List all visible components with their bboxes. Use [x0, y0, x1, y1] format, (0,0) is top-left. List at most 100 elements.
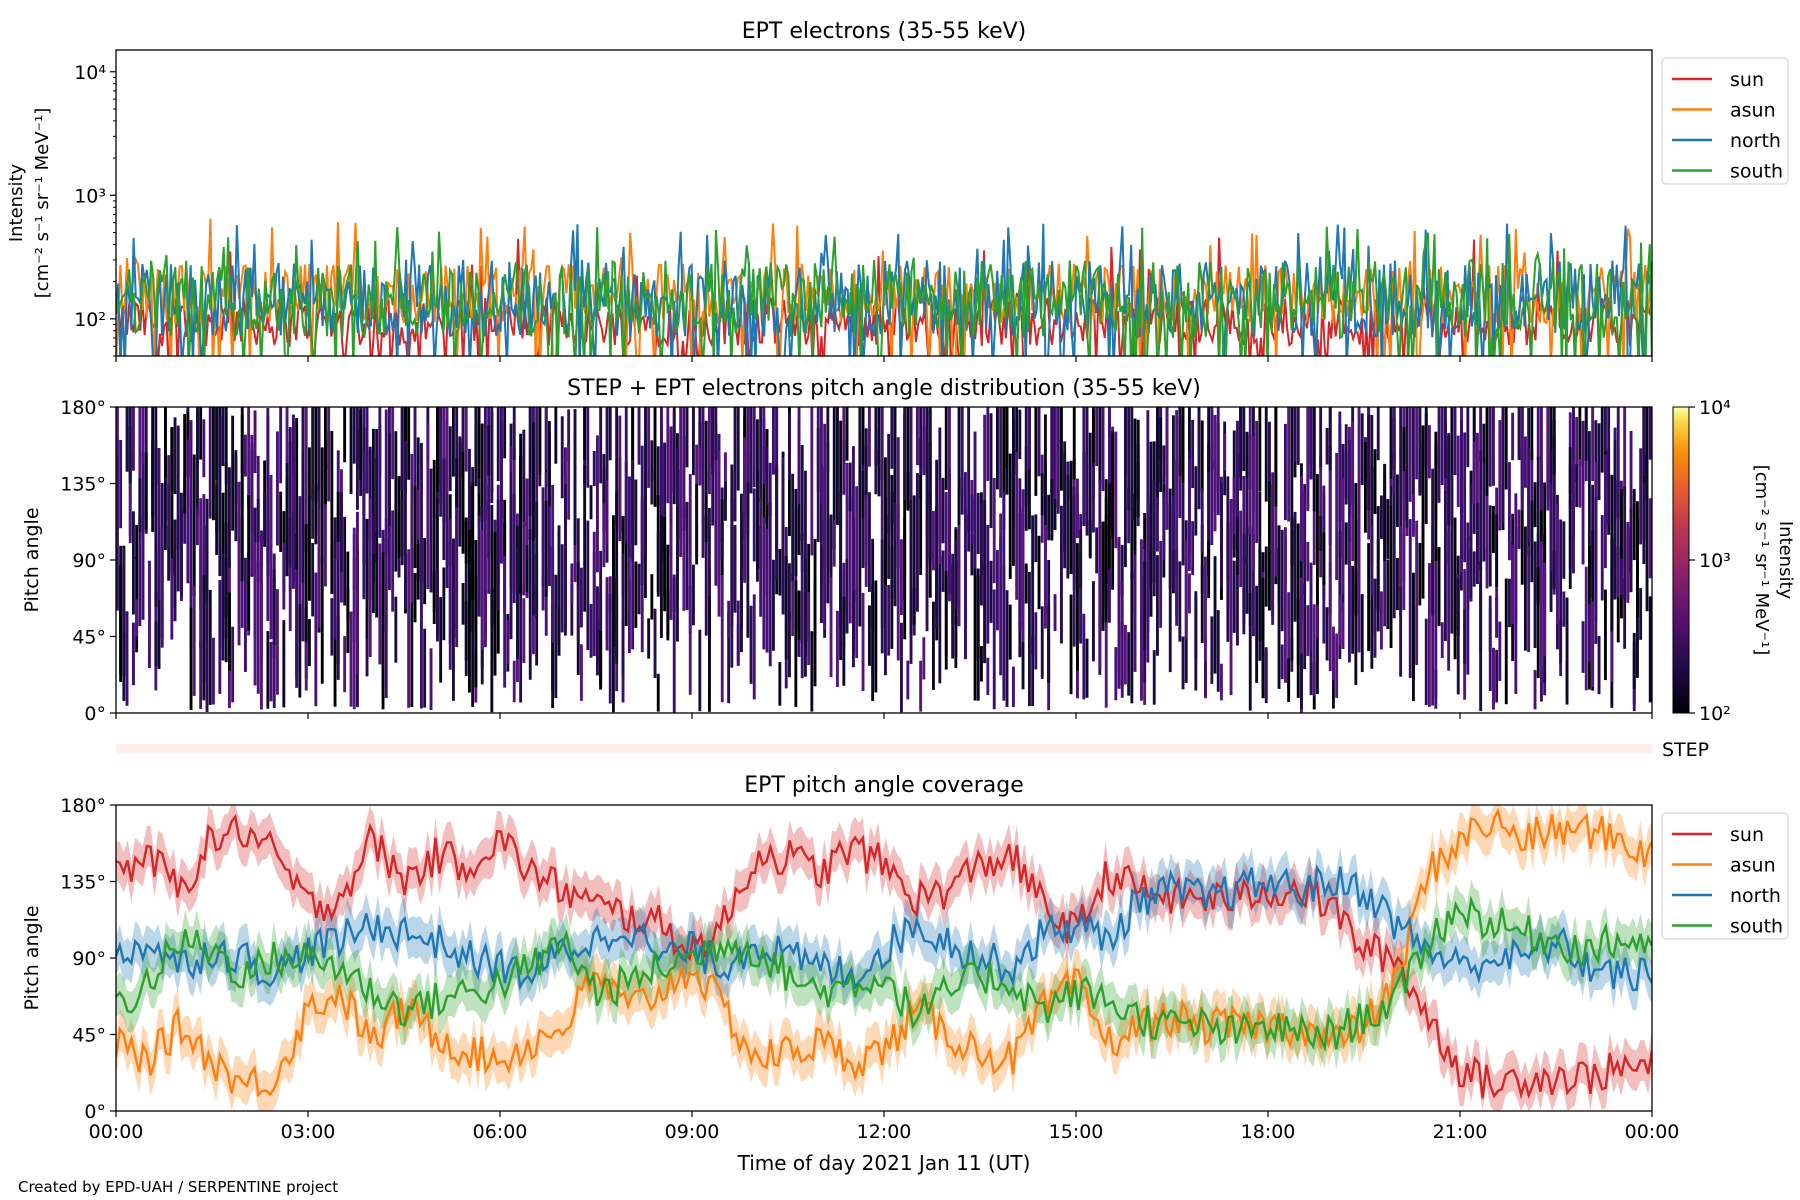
pad-cell: [119, 440, 123, 529]
pad-cell: [1216, 610, 1220, 692]
pad-cell: [583, 465, 587, 612]
pad-cell: [420, 553, 423, 709]
pad-cell: [202, 419, 206, 478]
pad-cell: [1392, 453, 1396, 619]
pad-cell: [1540, 407, 1543, 510]
intensity-series: [116, 218, 1652, 356]
coverage-line-north: [116, 864, 1652, 992]
pad-cell: [765, 429, 769, 594]
pad-cell: [1447, 530, 1451, 671]
pad-cell: [202, 494, 206, 592]
coverage-line-asun: [116, 807, 1652, 1098]
pad-colorbar: [1672, 406, 1690, 714]
coverage-xtick-label-0: 00:00: [89, 1121, 144, 1143]
pad-cell: [1133, 555, 1137, 672]
pad-cell: [650, 574, 654, 620]
pad-cell: [759, 407, 763, 503]
pad-cell: [1181, 407, 1185, 483]
pad-cell: [733, 525, 737, 613]
pad-cell: [1495, 649, 1499, 703]
pad-cell: [400, 496, 404, 566]
coverage-legend: sun asun north south: [1661, 812, 1789, 940]
pad-cell: [1076, 657, 1079, 699]
pad-cell: [189, 494, 193, 650]
pad-cell: [285, 524, 289, 577]
pad-cell: [1408, 519, 1412, 678]
pad-cell: [1620, 489, 1623, 619]
pad-cell: [1130, 493, 1134, 579]
pad-cell: [874, 580, 878, 693]
pad-cell: [1098, 407, 1102, 486]
pad-cell: [189, 420, 193, 507]
pad-cell: [122, 632, 126, 701]
pad-cell: [1357, 407, 1361, 516]
pad-cell: [1028, 407, 1031, 470]
pad-cell: [983, 414, 987, 572]
pad-cell: [717, 450, 721, 617]
pad-cell: [1114, 647, 1118, 701]
pad-cell: [1018, 478, 1022, 632]
pad-cell: [215, 484, 219, 555]
pad-cell: [436, 568, 439, 642]
pad-cell: [708, 507, 711, 633]
pad-cell: [1152, 650, 1156, 705]
pad-heatmap: [116, 407, 1652, 713]
pad-cell: [1565, 597, 1569, 705]
pad-cell: [391, 407, 395, 480]
pad-cell: [1332, 626, 1335, 681]
pad-cell: [864, 498, 868, 587]
pad-cell: [1444, 491, 1447, 642]
pad-cell: [554, 407, 558, 464]
pad-cell: [122, 549, 126, 649]
pad-cell: [199, 641, 203, 709]
pad-cell: [442, 567, 446, 641]
pad-cell: [656, 673, 660, 712]
pad-cell: [580, 567, 583, 628]
pad-cell: [765, 529, 769, 653]
pad-cell: [1072, 495, 1076, 647]
pad-cell: [1232, 476, 1236, 535]
pad-cell: [1284, 527, 1287, 683]
pad-cell: [548, 546, 551, 586]
pad-cell: [368, 498, 372, 657]
pad-cell: [1040, 606, 1044, 679]
pad-cell: [560, 416, 564, 499]
pad-cell: [567, 443, 571, 520]
pad-cell: [903, 407, 907, 500]
pad-cell: [708, 407, 711, 495]
pad-cell: [1021, 489, 1025, 656]
pad-cell: [1101, 407, 1105, 491]
pad-cell: [996, 550, 999, 631]
pad-cell: [861, 471, 865, 518]
pad-cell: [317, 407, 321, 492]
pad-cell: [1120, 581, 1124, 686]
pad-cell: [183, 414, 187, 514]
pad-cell: [589, 604, 593, 658]
pad-cell: [842, 439, 846, 495]
pad-cell: [954, 538, 958, 610]
pad-cell: [986, 524, 990, 644]
pad-cell: [925, 407, 929, 535]
coverage-legend-label-asun: asun: [1730, 855, 1776, 877]
pad-cell: [404, 441, 407, 609]
pad-cell: [269, 474, 273, 640]
pad-cell: [880, 539, 884, 654]
pad-cell: [132, 622, 135, 686]
pad-cell: [1546, 407, 1550, 511]
intensity-y-ticks: 10² 10³ 10⁴: [74, 62, 116, 357]
pad-cell: [1316, 596, 1319, 638]
pad-cell: [1533, 541, 1537, 648]
intensity-ytick-label-1: 10³: [74, 185, 106, 207]
pad-cell: [807, 591, 811, 666]
pad-cell: [1344, 522, 1348, 565]
pad-cell: [1306, 541, 1310, 582]
pad-cell: [1325, 607, 1329, 661]
pad-cell: [1268, 421, 1271, 482]
pad-cell: [490, 588, 494, 713]
pad-cell: [1111, 433, 1115, 590]
pad-cell: [439, 597, 443, 683]
intensity-ylabel-line2: [cm⁻² s⁻¹ sr⁻¹ MeV⁻¹]: [32, 108, 53, 299]
pad-cell: [775, 464, 779, 581]
pad-cell: [749, 605, 753, 684]
pad-cell: [1053, 407, 1057, 499]
